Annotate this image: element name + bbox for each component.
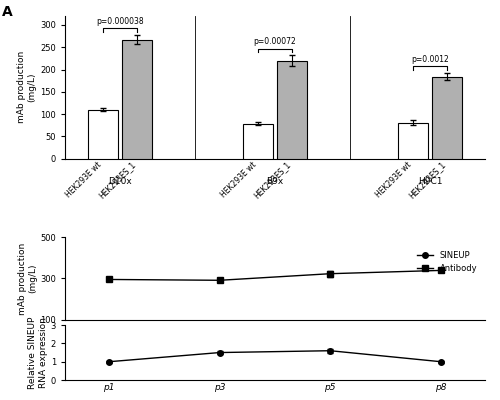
Text: p=0.0012: p=0.0012 xyxy=(411,55,449,64)
Bar xyxy=(398,123,428,159)
Text: p=0.000038: p=0.000038 xyxy=(96,17,144,26)
Text: H9C1: H9C1 xyxy=(418,177,442,186)
Text: A: A xyxy=(2,4,13,18)
Bar xyxy=(122,40,152,159)
Text: p=0.00072: p=0.00072 xyxy=(254,37,296,46)
Bar xyxy=(277,61,307,159)
Y-axis label: mAb production
(mg/L): mAb production (mg/L) xyxy=(18,242,38,314)
Text: D10x: D10x xyxy=(108,177,132,186)
Y-axis label: mAb production
(mg/L): mAb production (mg/L) xyxy=(16,51,36,124)
Legend: SINEUP, Antibody: SINEUP, Antibody xyxy=(413,248,481,276)
Text: B9x: B9x xyxy=(266,177,283,186)
Bar xyxy=(432,77,462,159)
Bar xyxy=(243,124,273,159)
Bar xyxy=(88,110,118,159)
Y-axis label: Relative SINEUP
RNA expression: Relative SINEUP RNA expression xyxy=(28,316,48,389)
